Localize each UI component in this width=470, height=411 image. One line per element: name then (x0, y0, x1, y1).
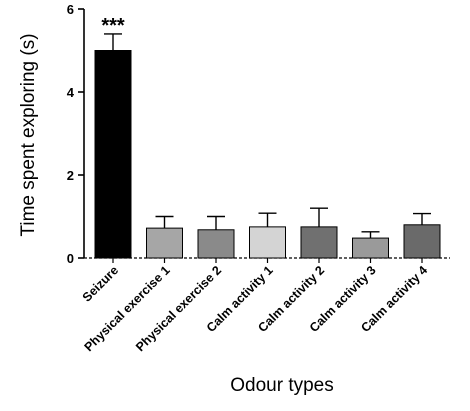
x-axis-label: Odour types (230, 375, 334, 396)
x-tick-label-physical-exercise-2: Physical exercise 2 (133, 263, 224, 354)
bar-seizure (94, 50, 132, 259)
bar-physical-exercise-2 (197, 229, 235, 259)
y-tick-label-2: 2 (67, 168, 74, 183)
y-tick-label-6: 6 (67, 2, 74, 17)
significance-annotation: *** (101, 15, 125, 37)
ticks: 0 2 4 6 (67, 2, 423, 266)
bar-calm-activity-4 (403, 224, 441, 259)
x-tick-label-seizure: Seizure (80, 263, 121, 304)
y-tick-label-4: 4 (67, 85, 75, 100)
bar-calm-activity-1 (249, 226, 286, 259)
bars (94, 50, 441, 259)
bar-calm-activity-2 (300, 226, 338, 259)
y-axis-label: Time spent exploring (s) (18, 33, 39, 236)
y-tick-label-0: 0 (67, 251, 74, 266)
bar-physical-exercise-1 (146, 227, 183, 259)
bar-calm-activity-3 (352, 237, 389, 259)
x-tick-label-physical-exercise-1: Physical exercise 1 (82, 263, 173, 354)
error-bars (104, 33, 431, 239)
